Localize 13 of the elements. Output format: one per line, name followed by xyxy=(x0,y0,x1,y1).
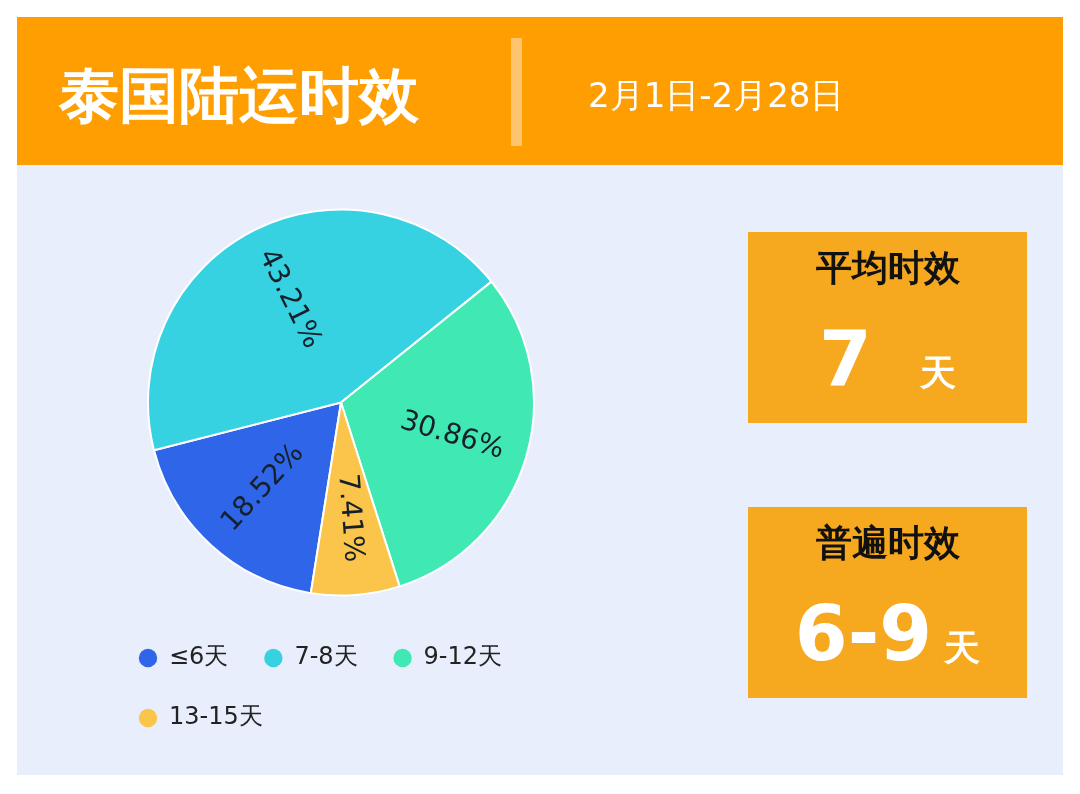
text: 2月1日-2月28日 xyxy=(588,74,845,117)
text: 天 xyxy=(944,626,981,670)
text: 平均时效 xyxy=(814,246,961,290)
legend-label: ≤6天 xyxy=(169,642,229,671)
text: 6-9 xyxy=(794,589,933,679)
text: 7 xyxy=(819,314,872,404)
legend-label: 9-12天 xyxy=(423,642,503,671)
text: 普遍时效 xyxy=(814,521,961,565)
legend-label: 13-15天 xyxy=(169,702,263,731)
text: 天 xyxy=(919,351,956,395)
chart-title: 泰国陆运时效 xyxy=(59,60,419,130)
data-label: 7.41% xyxy=(332,472,372,564)
legend-label: 7-8天 xyxy=(294,642,358,671)
